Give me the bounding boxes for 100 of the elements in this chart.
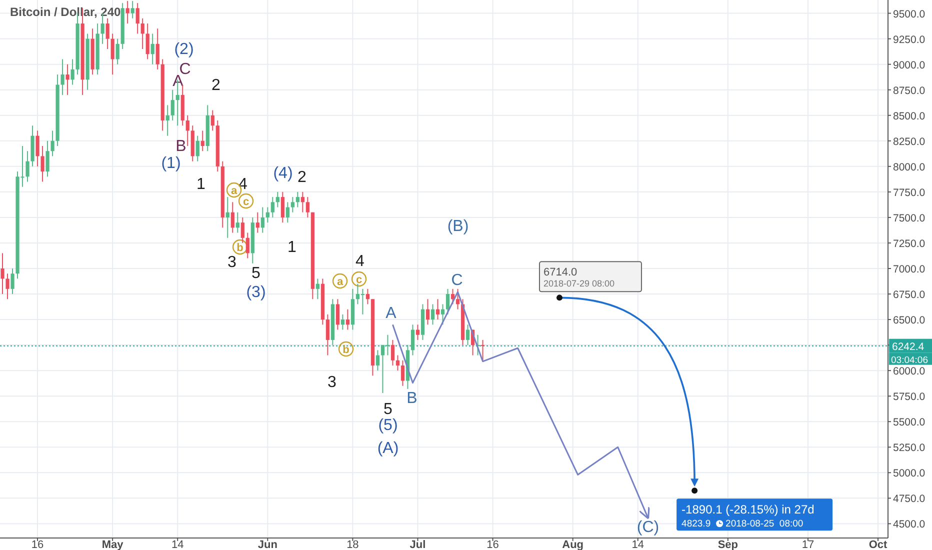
candlestick (260, 206, 264, 234)
x-tick-label: 16 (486, 539, 499, 550)
candlestick (110, 33, 114, 76)
candlestick (150, 33, 154, 65)
y-tick-label: 7750.0 (893, 186, 926, 199)
candlestick (166, 104, 170, 136)
candlestick (6, 273, 10, 300)
candlestick (186, 114, 190, 146)
annotation: 1 (288, 239, 297, 256)
y-tick-label: 6750.0 (893, 289, 926, 302)
candlestick (346, 308, 350, 330)
annotation: (4) (273, 165, 293, 182)
annotation: (2) (174, 41, 194, 58)
y-tick-label: 8500.0 (893, 110, 926, 122)
y-tick-label: 9250.0 (893, 34, 926, 46)
annotation: c (242, 196, 250, 208)
annotation: A (386, 305, 397, 322)
annotation: (B) (447, 218, 469, 235)
annotation: 4 (356, 253, 365, 270)
candlestick (326, 314, 330, 356)
y-tick-label: 5250.0 (893, 442, 926, 454)
candlestick (240, 216, 244, 244)
candlestick (116, 38, 120, 65)
annotation: c (356, 274, 362, 286)
candlestick (10, 268, 14, 295)
y-tick-label: 4750.0 (893, 493, 926, 506)
candlestick (266, 206, 270, 224)
candlestick (316, 278, 320, 300)
candlestick (290, 196, 294, 213)
candlestick (296, 191, 300, 208)
y-tick-label: 6000.0 (893, 366, 926, 378)
candlestick (480, 339, 485, 361)
candlestick (246, 232, 250, 259)
text: 03:04:06 (891, 354, 928, 366)
candlestick (146, 22, 150, 60)
candlestick (106, 18, 110, 50)
annotation: -1890.1 (-28.15%) in 27d (682, 502, 814, 517)
annotation: b (342, 344, 350, 356)
candlestick (430, 304, 435, 326)
annotation: 2 (298, 169, 307, 186)
annotation: a (336, 276, 344, 288)
candlestick (230, 202, 234, 234)
annotation: 2 (212, 77, 221, 94)
candlestick (426, 298, 430, 326)
x-tick-label: 17 (802, 539, 814, 550)
y-tick-label: 5000.0 (893, 468, 926, 480)
annotation: a (230, 185, 238, 197)
y-tick-label: 5750.0 (893, 391, 926, 404)
candlestick (130, 0, 134, 19)
y-tick-label: 7250.0 (893, 238, 926, 250)
candlestick (436, 298, 440, 320)
annotation: 1 (196, 176, 206, 193)
candlestick (26, 150, 30, 182)
x-tick-label: 14 (632, 539, 644, 550)
x-tick-label: Aug (562, 539, 584, 550)
candlestick (70, 58, 74, 86)
annotation: 4823.9 (682, 518, 711, 530)
y-tick-label: 5500.0 (893, 416, 926, 429)
annotation: B (406, 390, 418, 407)
candlestick (270, 196, 274, 218)
candlestick (66, 64, 70, 96)
x-tick-label: 16 (31, 539, 44, 550)
candlestick (256, 212, 260, 234)
x-tick-label: Jun (258, 539, 278, 550)
annotation: (A) (377, 440, 399, 457)
y-tick-label: 8250.0 (893, 136, 926, 148)
y-tick-label: 9500.0 (893, 8, 926, 20)
candlestick (280, 191, 284, 224)
candlestick (200, 130, 204, 152)
candlestick (416, 324, 420, 340)
candlestick (456, 288, 460, 310)
ref-line-label: 6242.4 (892, 340, 924, 353)
candlestick (60, 58, 64, 96)
candlestick (140, 18, 144, 50)
candlestick (226, 196, 230, 238)
candlestick (40, 145, 44, 182)
candlestick (390, 339, 395, 366)
x-tick-label: Sep (718, 539, 738, 550)
candlestick (236, 212, 240, 234)
annotation: B (176, 138, 186, 155)
y-tick-label: 6500.0 (893, 314, 926, 327)
annotation: C (451, 272, 463, 289)
annotation: (5) (378, 417, 398, 434)
x-tick-label: 14 (171, 539, 184, 550)
annotation: 2018-07-29 08:00 (543, 278, 615, 289)
candlestick (340, 314, 344, 330)
annotation: (3) (246, 284, 266, 301)
candlestick (170, 89, 174, 121)
y-tick-label: 8000.0 (893, 161, 926, 174)
candlestick (126, 0, 130, 24)
candlestick (446, 288, 450, 315)
annotation: 6714.0 (543, 266, 578, 279)
candlestick (306, 196, 310, 218)
candlestick (286, 202, 290, 224)
annotation: 2018-08-25 08:00 (726, 518, 804, 530)
candlestick (466, 324, 470, 346)
candlestick (136, 2, 140, 34)
candlestick (196, 135, 200, 162)
candlestick (0, 252, 4, 295)
y-tick-label: 9000.0 (893, 59, 926, 72)
